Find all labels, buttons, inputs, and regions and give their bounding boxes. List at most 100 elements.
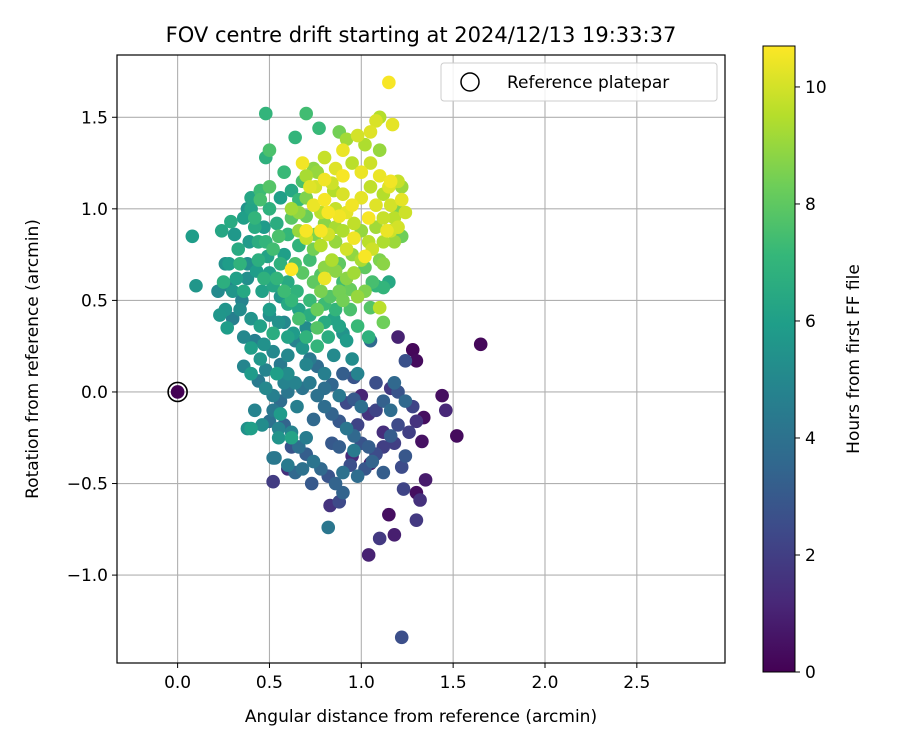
- x-tick-label: 0.0: [164, 673, 191, 693]
- data-point: [227, 227, 242, 242]
- data-point: [332, 388, 347, 403]
- data-point: [253, 192, 268, 207]
- data-point: [409, 414, 424, 429]
- data-point: [271, 229, 286, 244]
- colorbar-tick-label: 4: [805, 429, 816, 449]
- legend-entry-label: Reference platepar: [507, 73, 669, 93]
- data-point: [345, 156, 359, 170]
- data-point: [247, 403, 262, 418]
- data-point: [270, 271, 284, 286]
- data-point: [310, 321, 325, 335]
- data-point: [213, 308, 227, 322]
- data-point: [396, 482, 411, 496]
- data-point: [328, 476, 343, 491]
- data-point: [363, 156, 378, 170]
- data-point: [284, 262, 299, 277]
- colorbar-label: Hours from first FF file: [844, 264, 864, 454]
- data-point: [391, 418, 405, 432]
- data-point: [306, 412, 321, 427]
- data-point: [306, 454, 321, 469]
- data-point: [409, 354, 424, 368]
- data-point: [299, 330, 313, 344]
- data-point: [310, 388, 325, 403]
- data-point: [369, 114, 383, 128]
- data-point: [266, 344, 280, 359]
- data-point: [347, 231, 361, 245]
- data-point: [299, 169, 313, 183]
- data-point: [336, 366, 350, 381]
- data-point: [281, 348, 295, 363]
- data-point: [299, 224, 313, 238]
- data-point: [361, 548, 376, 562]
- data-point: [277, 165, 291, 180]
- data-point: [299, 430, 313, 445]
- data-point: [257, 337, 271, 352]
- data-point: [290, 399, 304, 414]
- data-point: [321, 520, 336, 535]
- data-point: [473, 337, 488, 352]
- data-point: [244, 341, 258, 355]
- data-point: [345, 352, 359, 366]
- data-point: [185, 229, 200, 244]
- data-point: [216, 275, 231, 289]
- data-point: [383, 403, 398, 418]
- colorbar-tick-label: 8: [805, 195, 816, 215]
- data-point: [281, 458, 295, 473]
- data-point: [350, 366, 365, 381]
- data-point: [258, 381, 273, 396]
- data-point: [281, 366, 295, 381]
- data-point: [236, 330, 251, 344]
- data-point: [229, 271, 244, 286]
- data-point: [270, 366, 284, 381]
- data-point: [376, 256, 391, 271]
- data-point: [372, 169, 387, 183]
- data-point: [266, 242, 280, 256]
- colorbar-tick-label: 0: [805, 663, 816, 683]
- data-point: [255, 284, 269, 299]
- y-axis-label: Rotation from reference (arcmin): [23, 219, 43, 499]
- data-point: [310, 302, 325, 317]
- data-point: [295, 156, 310, 170]
- legend-box: [440, 62, 718, 102]
- data-point: [236, 211, 251, 225]
- data-point: [383, 429, 398, 443]
- data-point: [339, 421, 354, 436]
- data-point: [350, 418, 365, 432]
- data-point: [369, 376, 383, 390]
- data-point: [251, 253, 266, 267]
- data-point: [326, 348, 341, 363]
- y-axis-ticks: −1.0 −0.5 0.0 0.5 1.0 1.5: [67, 108, 117, 586]
- data-point: [415, 434, 429, 449]
- data-point: [350, 289, 365, 304]
- data-point: [170, 385, 185, 399]
- data-point: [292, 440, 306, 454]
- y-tick-label: −1.0: [67, 566, 108, 586]
- y-tick-label: −0.5: [67, 475, 108, 495]
- data-point: [350, 128, 365, 143]
- data-point: [317, 399, 332, 414]
- data-point: [244, 421, 258, 436]
- data-point: [394, 460, 409, 474]
- data-point: [277, 284, 291, 299]
- data-point: [255, 418, 269, 432]
- data-point: [358, 249, 372, 264]
- colorbar-tick-label: 10: [805, 78, 827, 98]
- colorbar-ticks: 0 2 4 6 8 10: [795, 78, 827, 683]
- data-point: [413, 493, 427, 507]
- data-point: [258, 106, 273, 121]
- data-point: [347, 266, 361, 280]
- data-point: [292, 311, 306, 326]
- data-point: [306, 198, 321, 212]
- data-point: [244, 311, 258, 326]
- data-point: [303, 180, 317, 194]
- data-point: [317, 172, 332, 187]
- data-point: [321, 330, 336, 344]
- data-point: [354, 191, 369, 205]
- data-point: [336, 293, 350, 308]
- data-point: [385, 117, 400, 132]
- legend: Reference platepar: [440, 62, 718, 102]
- data-point: [262, 202, 277, 216]
- data-point: [372, 143, 387, 158]
